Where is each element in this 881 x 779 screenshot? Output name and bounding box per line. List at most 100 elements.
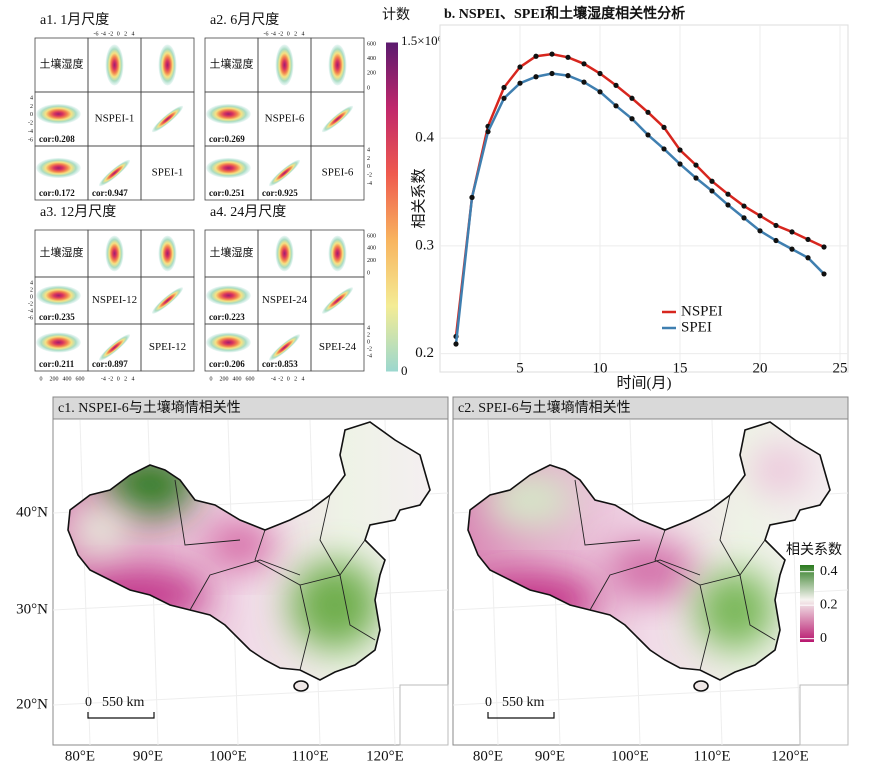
variable-label: 土壤湿度: [210, 245, 254, 259]
variable-label: NSPEI-1: [95, 113, 135, 125]
right-tick-label: 2: [367, 156, 370, 162]
data-point: [565, 54, 571, 60]
data-point: [613, 82, 619, 88]
province-border: [589, 559, 701, 611]
cor-label: cor:0.251: [209, 188, 245, 198]
map-shade: [290, 560, 380, 650]
legend-tick-label: 0.4: [820, 564, 838, 579]
bottom-tick-label: 0: [117, 376, 120, 382]
data-point: [805, 236, 811, 243]
legend-label: SPEI: [681, 319, 712, 335]
x-tick-label: 10: [593, 360, 608, 376]
cor-label: cor:0.897: [92, 359, 128, 369]
colorbar: [386, 42, 398, 372]
data-point: [789, 246, 795, 252]
cor-label: cor:0.211: [39, 359, 75, 369]
right-tick-label: 400: [367, 56, 376, 62]
data-point: [565, 73, 571, 79]
lat-label: 20°N: [16, 696, 48, 712]
data-point: [725, 191, 731, 197]
top-tick-label: -6: [264, 31, 269, 37]
density-blob: [36, 158, 81, 178]
right-tick-label: -2: [367, 346, 372, 352]
top-tick-label: 2: [124, 31, 127, 37]
lon-label: 110°E: [291, 748, 328, 764]
left-tick-label: -4: [28, 129, 33, 135]
cor-label: cor:0.172: [39, 188, 75, 198]
data-point: [581, 61, 587, 67]
matrix-cell: [310, 145, 365, 201]
data-point: [581, 79, 587, 85]
data-point: [773, 222, 779, 229]
x-axis-title: 时间(月): [617, 374, 672, 391]
bottom-tick-label: 4: [132, 376, 135, 382]
colorbar-title: 计数: [382, 7, 410, 23]
density-blob: [206, 158, 251, 178]
top-tick-label: -4: [271, 31, 276, 37]
density-colorbar: 计数 1.5×10⁶ 0: [382, 7, 442, 378]
lon-label: 80°E: [473, 748, 503, 764]
graticule: [487, 419, 499, 746]
legend-tick-label: 0.2: [820, 597, 838, 612]
bottom-tick-label: 4: [302, 376, 305, 382]
x-tick-label: 25: [833, 360, 848, 376]
data-point: [597, 70, 603, 77]
legend-colorbar: [800, 565, 814, 642]
line-chart: b. NSPEI、SPEI和土壤湿度相关性分析 0.2 0.3 0.4 5 10 15 20 2…: [410, 5, 849, 391]
scale-zero: 0: [485, 695, 492, 710]
variable-label: NSPEI-6: [265, 113, 305, 125]
scale-bar: [487, 712, 555, 719]
data-point: [693, 162, 699, 168]
data-point: [533, 74, 539, 80]
x-tick-label: 20: [753, 360, 768, 376]
density-blob: [275, 235, 294, 272]
data-point: [501, 95, 507, 101]
data-point: [661, 124, 667, 130]
density-blob: [206, 332, 251, 353]
density-blob: [268, 159, 301, 187]
map-panel: c2. SPEI-6与土壤墒情相关性 80°E 90°E 100°E 110°E 120°…: [452, 396, 849, 764]
bottom-tick-label: 2: [294, 376, 297, 382]
data-point: [613, 103, 619, 109]
matrix-cell: [140, 323, 195, 372]
province-border: [319, 494, 341, 576]
scale-bar: [87, 712, 155, 719]
map-shade: [205, 520, 275, 570]
scale-label: 550 km: [502, 695, 545, 710]
data-point: [517, 64, 523, 70]
data-point: [709, 178, 715, 184]
density-blob: [328, 44, 347, 86]
series-line: [454, 52, 825, 337]
bottom-tick-label: -2: [278, 376, 283, 382]
left-tick-label: -2: [28, 301, 33, 307]
data-point: [677, 161, 683, 167]
left-tick-label: -2: [28, 121, 33, 127]
right-tick-label: 0: [367, 164, 370, 170]
y-axis-title: 相关系数: [410, 168, 427, 228]
density-blob: [158, 235, 177, 272]
left-tick-label: 2: [30, 287, 33, 293]
variable-label: 土壤湿度: [210, 57, 254, 71]
density-blob: [36, 332, 81, 353]
density-blob: [206, 104, 251, 124]
left-tick-label: -4: [28, 308, 33, 314]
bottom-tick-label: 600: [246, 376, 255, 382]
right-tick-label: 0: [367, 339, 370, 345]
right-tick-label: 2: [367, 332, 370, 338]
y-tick-label: 0.2: [415, 345, 434, 361]
density-blob: [158, 44, 177, 86]
lon-label: 90°E: [535, 748, 565, 764]
south-sea-inset: [799, 684, 849, 746]
top-tick-label: -6: [94, 31, 99, 37]
data-point: [629, 116, 635, 122]
colorbar-tick-label: 0: [401, 363, 408, 378]
legend-label: NSPEI: [681, 303, 723, 319]
data-point: [533, 53, 539, 59]
density-blob: [206, 285, 251, 306]
province-border: [189, 559, 301, 611]
cor-label: cor:0.947: [92, 188, 128, 198]
lon-label: 80°E: [65, 748, 95, 764]
bottom-tick-label: -4: [271, 376, 276, 382]
data-point: [821, 271, 827, 277]
